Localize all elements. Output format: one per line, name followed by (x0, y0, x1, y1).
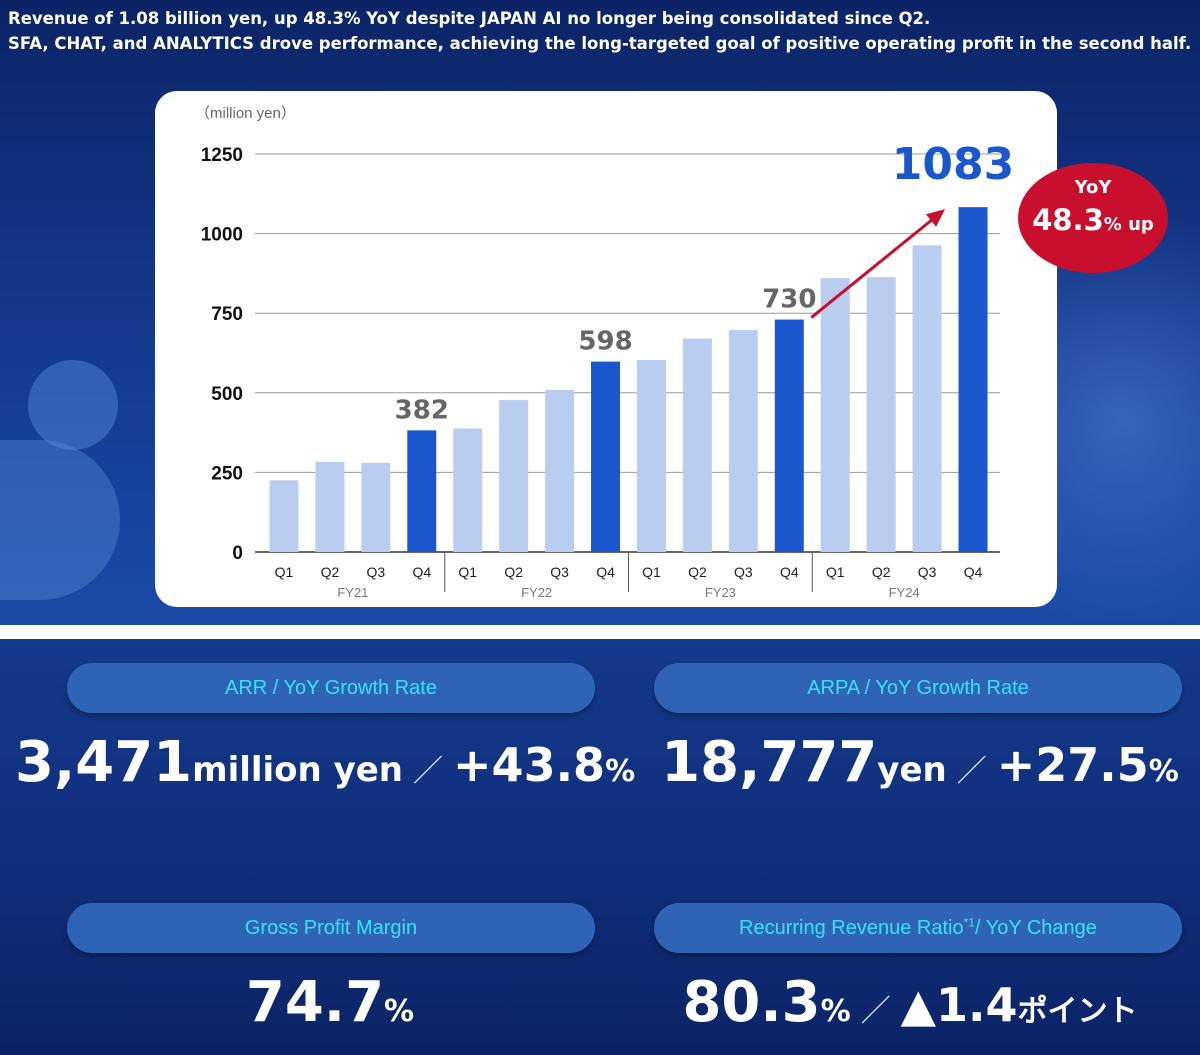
data-label: 598 (578, 327, 632, 357)
x-tick-label: Q3 (550, 564, 569, 580)
section-divider (0, 625, 1200, 639)
bar (728, 330, 758, 552)
y-tick-label: 250 (211, 463, 243, 484)
gpm-label: Gross Profit Margin (244, 917, 418, 939)
bar (636, 360, 666, 552)
data-label: 730 (762, 285, 816, 315)
yoy-badge-value: 48.3% up (1018, 203, 1168, 237)
x-tick-label: Q1 (458, 564, 477, 580)
bar (269, 480, 299, 552)
growth-arrow-head (926, 209, 946, 227)
yoy-badge: YoY 48.3% up (1018, 163, 1168, 273)
rrr-change: ▲1.4 (900, 978, 1018, 1032)
arr-value: 3,471million yen ／ +43.8% (15, 730, 635, 795)
bar (682, 338, 712, 552)
rrr-number: 80.3 (682, 970, 821, 1035)
x-tick-label: Q3 (918, 564, 937, 580)
gpm-unit: % (384, 994, 415, 1029)
bar (361, 462, 391, 552)
fiscal-year-label: FY21 (337, 585, 368, 600)
bar (545, 389, 575, 552)
rrr-label: Recurring Revenue Ratio (739, 917, 964, 939)
x-tick-label: Q4 (412, 564, 431, 580)
fiscal-year-label: FY24 (889, 585, 920, 600)
chart-panel: （million yen） 0 250 500 750 1000 1250 Q1 Q2 Q3 Q4 Q… (155, 91, 1057, 607)
bar (774, 319, 804, 552)
arr-label: ARR / YoY Growth Rate (225, 677, 437, 699)
data-label: 382 (395, 395, 449, 425)
arr-number: 3,471 (15, 730, 193, 795)
bar (407, 430, 437, 552)
x-tick-label: Q3 (734, 564, 753, 580)
y-tick-label: 750 (211, 304, 243, 325)
rrr-value: 80.3% ／ ▲1.4ポイント (620, 970, 1200, 1035)
rrr-label-pill: Recurring Revenue Ratio*1/ YoY Change (654, 903, 1182, 953)
x-tick-label: Q4 (596, 564, 615, 580)
y-tick-label: 0 (232, 543, 243, 564)
arpa-unit: yen (877, 750, 947, 790)
rrr-label-footnote: *1 (963, 915, 975, 930)
bar (866, 277, 896, 552)
decorative-circle (28, 360, 118, 450)
x-tick-label: Q2 (321, 564, 340, 580)
arpa-label: ARPA / YoY Growth Rate (807, 677, 1029, 699)
yoy-badge-suffix: % up (1103, 214, 1154, 235)
growth-arrow (810, 216, 936, 319)
bar (499, 400, 529, 552)
y-tick-label: 1000 (201, 225, 243, 246)
x-tick-label: Q2 (688, 564, 707, 580)
arpa-number: 18,777 (661, 730, 878, 795)
revenue-bar-chart: （million yen） 0 250 500 750 1000 1250 Q1 Q2 Q3 Q4 Q… (195, 105, 1014, 600)
gpm-label-pill: Gross Profit Margin (67, 903, 595, 953)
headline-line-1: Revenue of 1.08 billion yen, up 48.3% Yo… (8, 9, 931, 28)
x-tick-label: Q1 (642, 564, 661, 580)
bar (912, 245, 942, 552)
yoy-badge-number: 48.3 (1032, 203, 1104, 237)
arr-growth-unit: % (605, 754, 636, 789)
y-tick-label: 500 (211, 384, 243, 405)
y-tick-label: 1250 (201, 145, 243, 166)
x-tick-label: Q1 (275, 564, 294, 580)
arr-unit: million yen (192, 750, 404, 790)
fiscal-year-label: FY22 (521, 585, 552, 600)
rrr-change-unit: ポイント (1017, 994, 1138, 1029)
arpa-slash: ／ (956, 754, 987, 789)
x-tick-label: Q4 (780, 564, 799, 580)
bar (591, 361, 621, 552)
data-label: 1083 (892, 139, 1014, 190)
gpm-number: 74.7 (245, 970, 385, 1035)
arr-growth: +43.8 (453, 738, 606, 792)
rrr-label-tail: / YoY Change (974, 917, 1097, 939)
arpa-growth-unit: % (1148, 754, 1179, 789)
x-tick-label: Q4 (964, 564, 983, 580)
arpa-value: 18,777yen ／ +27.5% (620, 730, 1200, 795)
x-tick-label: Q2 (504, 564, 523, 580)
arpa-label-pill: ARPA / YoY Growth Rate (654, 663, 1182, 713)
fiscal-year-label: FY23 (705, 585, 736, 600)
bar (958, 207, 988, 552)
headline-line-2: SFA, CHAT, and ANALYTICS drove performan… (8, 34, 1192, 53)
rrr-unit: % (820, 994, 851, 1029)
headline: Revenue of 1.08 billion yen, up 48.3% Yo… (8, 6, 1192, 56)
arpa-growth: +27.5 (996, 738, 1149, 792)
bar (820, 278, 850, 552)
yoy-badge-title: YoY (1074, 177, 1112, 198)
arr-slash: ／ (413, 754, 444, 789)
y-unit-label: （million yen） (195, 105, 296, 122)
bar (315, 461, 345, 552)
x-tick-label: Q2 (872, 564, 891, 580)
bar (453, 428, 483, 552)
arr-label-pill: ARR / YoY Growth Rate (67, 663, 595, 713)
rrr-slash: ／ (860, 994, 891, 1029)
x-tick-label: Q3 (367, 564, 386, 580)
gpm-value: 74.7% (30, 970, 630, 1035)
x-tick-label: Q1 (826, 564, 845, 580)
